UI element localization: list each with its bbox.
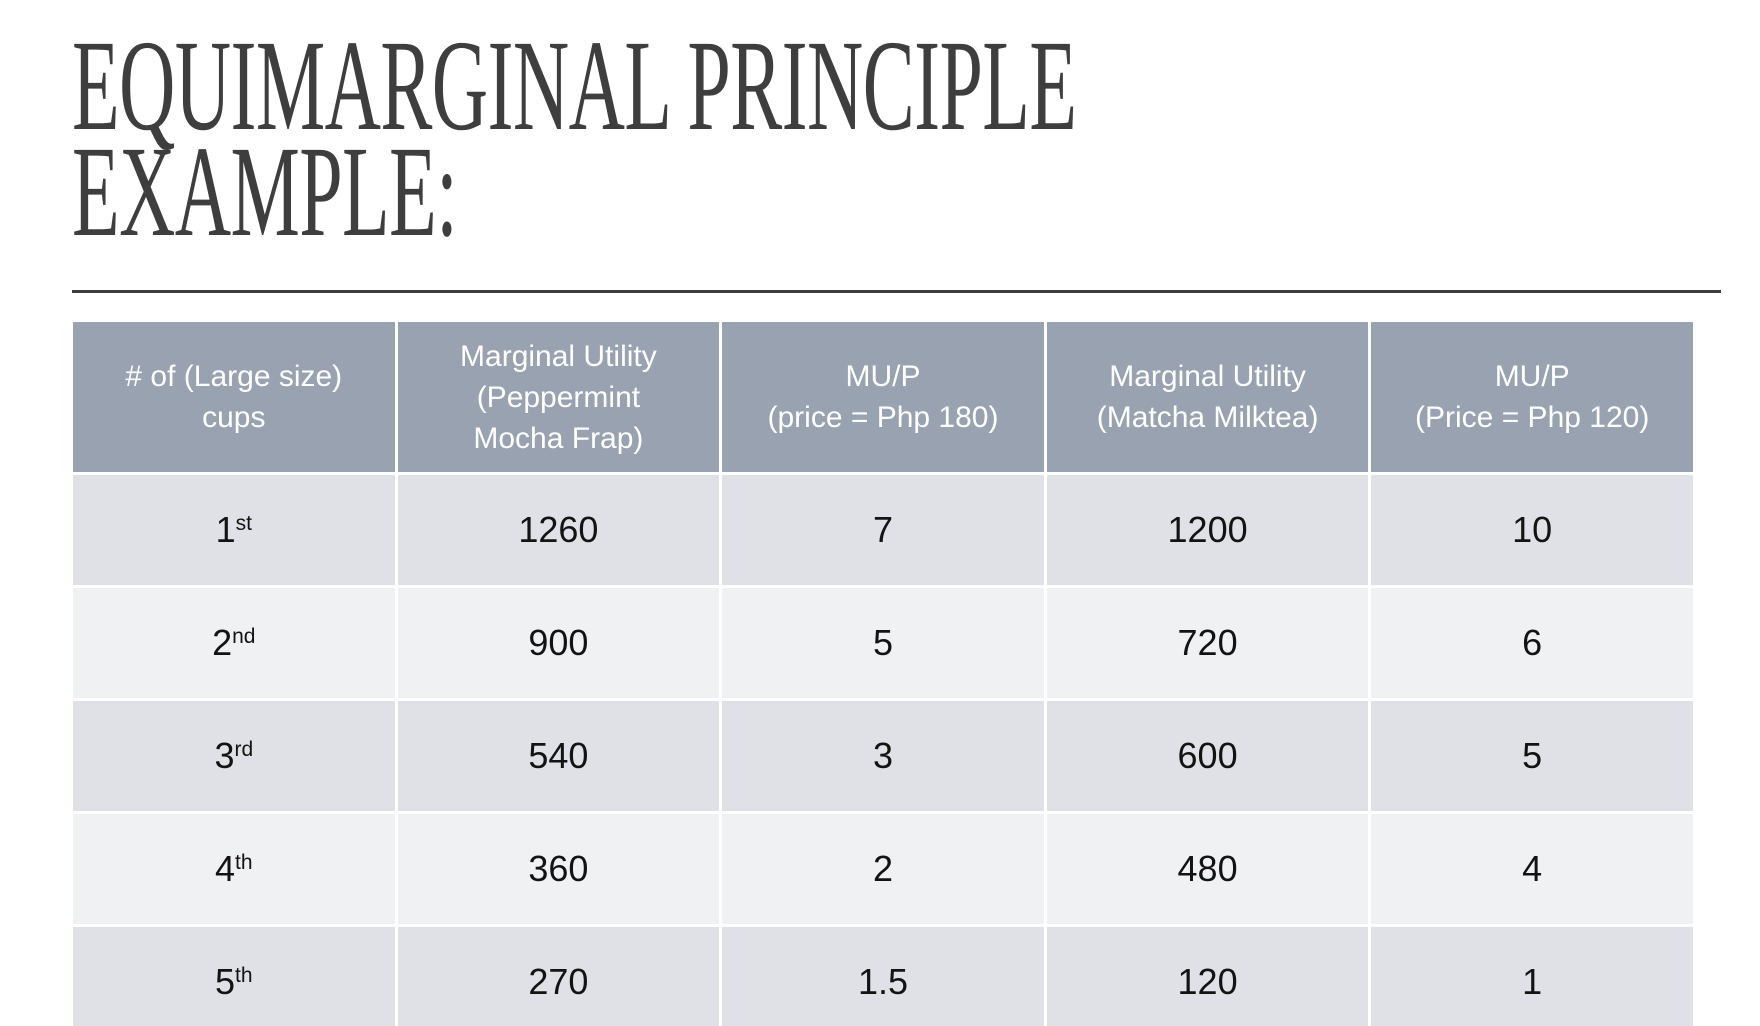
cell-mu-milktea: 720	[1043, 585, 1372, 701]
cell-cup-ordinal: 3rd	[70, 698, 398, 814]
cell-mu-milktea: 1200	[1043, 472, 1372, 588]
cell-cup-ordinal: 1st	[70, 472, 398, 588]
cell-mup-milktea: 10	[1368, 472, 1696, 588]
cell-mu-frap: 1260	[394, 472, 723, 588]
column-header-cups: # of (Large size) cups	[70, 319, 398, 475]
title-divider	[72, 290, 1721, 293]
cell-cup-ordinal: 4th	[70, 811, 398, 927]
cell-mup-frap: 1.5	[719, 924, 1047, 1026]
cell-mup-milktea: 1	[1368, 924, 1696, 1026]
table-row: 2nd 900 5 720 6	[70, 585, 1696, 701]
table-row: 3rd 540 3 600 5	[70, 698, 1696, 814]
ordinal-number: 2	[212, 622, 233, 663]
page-title-line-1: EQUIMARGINAL PRINCIPLE	[72, 14, 1077, 158]
table-row: 5th 270 1.5 120 1	[70, 924, 1696, 1026]
cell-mu-frap: 540	[394, 698, 723, 814]
cell-mup-frap: 7	[719, 472, 1047, 588]
ordinal-number: 3	[214, 735, 235, 776]
cell-mup-milktea: 5	[1368, 698, 1696, 814]
cell-mu-milktea: 120	[1043, 924, 1372, 1026]
ordinal-suffix: st	[235, 512, 252, 536]
ordinal-suffix: rd	[234, 738, 254, 762]
ordinal-number: 4	[215, 848, 236, 889]
table-row: 1st 1260 7 1200 10	[70, 472, 1696, 588]
cell-cup-ordinal: 5th	[70, 924, 398, 1026]
cell-mu-milktea: 600	[1043, 698, 1372, 814]
ordinal-suffix: th	[235, 851, 253, 875]
table-row: 4th 360 2 480 4	[70, 811, 1696, 927]
ordinal-suffix: th	[235, 964, 253, 988]
cell-mup-frap: 5	[719, 585, 1047, 701]
column-header-mu-frap: Marginal Utility (Peppermint Mocha Frap)	[394, 319, 723, 475]
cell-mup-frap: 2	[719, 811, 1047, 927]
column-header-mup-frap: MU/P (price = Php 180)	[719, 319, 1047, 475]
column-header-mu-milktea: Marginal Utility (Matcha Milktea)	[1043, 319, 1372, 475]
cell-mu-frap: 900	[394, 585, 723, 701]
page-title-line-2: EXAMPLE:	[72, 120, 458, 264]
cell-mu-milktea: 480	[1043, 811, 1372, 927]
table-header-row: # of (Large size) cups Marginal Utility …	[70, 319, 1696, 475]
page-title: EQUIMARGINAL PRINCIPLE EXAMPLE:	[72, 14, 1077, 264]
cell-mu-frap: 360	[394, 811, 723, 927]
ordinal-number: 5	[215, 961, 236, 1002]
cell-mup-milktea: 4	[1368, 811, 1696, 927]
equimarginal-table: # of (Large size) cups Marginal Utility …	[70, 319, 1696, 1026]
column-header-mup-milktea: MU/P (Price = Php 120)	[1368, 319, 1696, 475]
ordinal-suffix: nd	[232, 625, 256, 649]
cell-cup-ordinal: 2nd	[70, 585, 398, 701]
ordinal-number: 1	[215, 509, 236, 550]
cell-mup-milktea: 6	[1368, 585, 1696, 701]
cell-mu-frap: 270	[394, 924, 723, 1026]
cell-mup-frap: 3	[719, 698, 1047, 814]
